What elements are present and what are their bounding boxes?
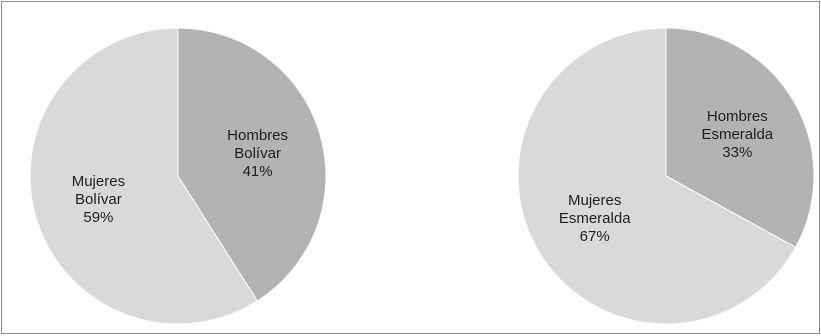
pie-label-line: 41% [243, 163, 273, 180]
pie-slice-mujeres-esmeralda [517, 27, 797, 325]
pie-label-line: Hombres [707, 108, 768, 125]
pie-label-line: Hombres [227, 127, 288, 144]
pie-label-mujeres-esmeralda: Mujeres Esmeralda 67% [559, 192, 631, 245]
pie-slice-mujeres-bolivar [29, 27, 258, 325]
pie-label-line: Esmeralda [701, 126, 773, 143]
pie-label-line: Mujeres [568, 192, 621, 209]
pie-label-hombres-bolivar: Hombres Bolívar 41% [227, 127, 288, 180]
pie-label-hombres-esmeralda: Hombres Esmeralda 33% [701, 108, 773, 161]
pie-label-line: Bolívar [234, 145, 281, 162]
pie-label-line: Esmeralda [559, 210, 631, 227]
pie-label-line: 59% [83, 209, 113, 226]
pie-label-mujeres-bolivar: Mujeres Bolívar 59% [72, 173, 125, 226]
pie-slice-hombres-bolivar [177, 27, 327, 302]
pie-label-line: 67% [580, 228, 610, 245]
pie-label-line: Mujeres [72, 173, 125, 190]
pie-chart-bolivar: Hombres Bolívar 41%Mujeres Bolívar 59% [29, 27, 327, 325]
pie-label-line: 33% [722, 144, 752, 161]
pie-label-line: Bolívar [75, 191, 122, 208]
pie-chart-esmeralda: Hombres Esmeralda 33%Mujeres Esmeralda 67% [517, 27, 815, 325]
pie-slice-hombres-esmeralda [665, 27, 815, 248]
